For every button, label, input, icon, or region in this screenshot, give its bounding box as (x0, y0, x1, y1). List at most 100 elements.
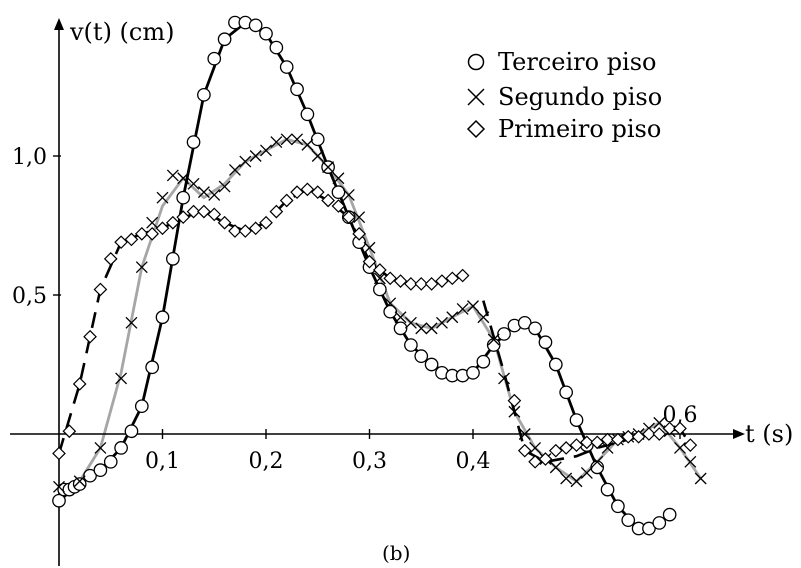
data-point-x (373, 272, 386, 285)
data-point-circle (652, 516, 667, 530)
data-point-diamond (52, 446, 66, 461)
data-point-x (508, 405, 521, 418)
data-point-x (404, 316, 417, 329)
data-point-diamond (445, 271, 460, 286)
legend-label-primeiro-piso: Primeiro piso (498, 115, 661, 143)
legend-label-terceiro-piso: Terceiro piso (498, 48, 657, 76)
data-point-diamond (228, 224, 242, 238)
data-point-x (653, 416, 666, 429)
data-point-diamond (642, 427, 656, 441)
data-point-circle (331, 185, 346, 199)
data-point-diamond (124, 232, 139, 247)
data-point-diamond (238, 224, 253, 238)
data-point-x (208, 188, 221, 201)
x-tick-label: 0,1 (145, 449, 180, 474)
data-point-x (570, 475, 583, 488)
data-point-diamond (290, 185, 304, 199)
data-point-diamond (321, 193, 335, 208)
data-point-diamond (176, 210, 191, 225)
data-point-x (529, 441, 542, 454)
axis-ticks: 0,1 0,2 0,3 0,40,60,51,0 (12, 145, 698, 474)
data-point-diamond (559, 441, 573, 455)
data-point-x (53, 480, 65, 493)
data-point-x (560, 472, 573, 485)
data-point-circle (590, 460, 605, 475)
data-point-diamond (83, 329, 97, 344)
data-point-diamond (103, 252, 118, 266)
data-point-circle (621, 513, 636, 528)
data-point-circle (259, 26, 273, 41)
data-point-circle (476, 354, 491, 369)
data-point-diamond (662, 421, 677, 436)
data-point-diamond (197, 204, 211, 219)
data-point-circle (528, 321, 542, 336)
data-point-x (260, 144, 272, 157)
data-point-circle (83, 468, 97, 483)
data-point-circle (166, 252, 180, 266)
data-point-circle (72, 477, 87, 491)
data-point-circle (155, 310, 170, 325)
data-point-x (125, 316, 138, 329)
data-point-circle (145, 360, 159, 375)
data-point-diamond (373, 263, 387, 277)
data-point-circle (559, 385, 574, 400)
x-tick-label: 0,4 (456, 449, 491, 474)
data-point-circle (372, 282, 387, 297)
data-point-circle (300, 107, 315, 122)
data-point-circle (662, 507, 677, 522)
series-markers (52, 15, 707, 536)
legend-item-segundo-piso: Segundo piso (467, 83, 662, 111)
data-point-x (394, 311, 407, 324)
data-point-diamond (300, 182, 315, 197)
data-point-x (477, 311, 490, 324)
data-point-circle (52, 493, 66, 508)
data-point-diamond (341, 210, 356, 225)
data-point-x (322, 161, 335, 174)
data-point-circle (517, 315, 532, 330)
data-point-x (580, 466, 593, 479)
data-point-diamond (404, 277, 418, 291)
data-point-x (467, 300, 479, 313)
data-point-diamond (72, 377, 87, 391)
data-point-x (146, 216, 159, 229)
y-tick-label: 0,5 (12, 284, 47, 309)
data-point-diamond (248, 221, 263, 236)
x-tick-label: 0,2 (249, 449, 284, 474)
data-point-circle (269, 40, 284, 55)
data-point-diamond (155, 221, 170, 236)
data-point-x (249, 150, 262, 162)
data-point-circle (424, 357, 439, 372)
data-point-diamond (207, 207, 222, 222)
legend-label-segundo-piso: Segundo piso (498, 83, 662, 111)
data-point-diamond (424, 277, 439, 291)
data-point-diamond (186, 204, 201, 219)
data-point-diamond (590, 435, 605, 450)
data-point-x (591, 455, 604, 468)
data-point-diamond (217, 215, 232, 230)
data-point-diamond (528, 454, 542, 469)
data-point-x (446, 311, 459, 324)
y-axis-arrowhead (54, 18, 64, 30)
data-point-x (187, 177, 200, 190)
data-point-diamond (62, 424, 77, 439)
data-point-x (498, 372, 511, 385)
data-point-x (135, 261, 148, 274)
data-point-circle (93, 463, 108, 477)
x-tick-label: 0,3 (352, 449, 387, 474)
data-point-diamond (507, 393, 522, 408)
data-point-x (384, 297, 397, 310)
data-point-circle (466, 365, 480, 380)
data-point-x (239, 155, 252, 168)
data-point-circle (279, 60, 294, 74)
data-point-circle (414, 349, 429, 364)
y-axis-label: v(t) (cm) (69, 18, 174, 46)
data-point-diamond (580, 435, 594, 450)
data-point-x (270, 136, 283, 149)
data-point-circle (310, 132, 325, 147)
data-point-circle (186, 135, 201, 149)
data-point-circle (404, 338, 418, 352)
data-point-circle (383, 304, 398, 319)
data-point-circle (103, 454, 118, 469)
x-axis-arrowhead (733, 429, 745, 439)
data-point-circle (176, 190, 191, 205)
